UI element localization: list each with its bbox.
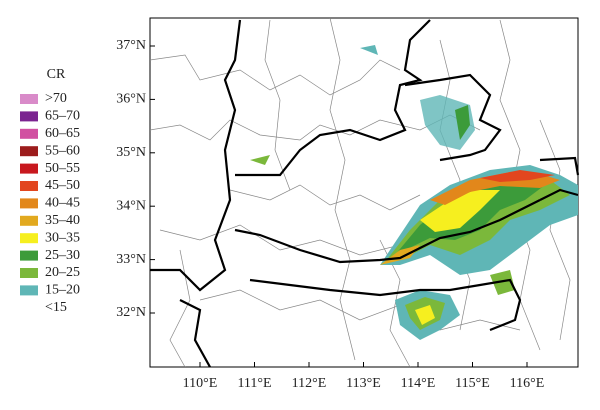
latitude-label: 33°N [116, 252, 146, 267]
legend-swatch [20, 198, 38, 209]
legend-swatch [20, 181, 38, 191]
latitude-labels: 37°N 36°N 35°N 34°N 33°N 32°N [116, 38, 155, 320]
latitude-label: 34°N [116, 198, 146, 213]
legend-label: >70 [45, 91, 67, 106]
legend-swatch [20, 215, 38, 226]
legend-swatch [20, 111, 38, 122]
legend-swatch [20, 163, 38, 174]
latitude-label: 37°N [116, 38, 146, 53]
radar-echoes [250, 45, 578, 340]
legend-label: 65–70 [45, 109, 80, 124]
longitude-label: 110°E [183, 376, 218, 391]
latitude-label: 32°N [116, 305, 146, 320]
legend-swatch [20, 268, 38, 278]
legend-label: 55–60 [45, 143, 80, 158]
legend-title: CR [47, 67, 66, 82]
longitude-label: 114°E [401, 376, 436, 391]
longitude-label: 112°E [292, 376, 327, 391]
legend-label: 20–25 [45, 265, 80, 280]
map-area [149, 17, 580, 368]
latitude-label: 36°N [116, 92, 146, 107]
longitude-labels: 110°E 111°E 112°E 113°E 114°E 115°E 116°E [183, 362, 545, 391]
legend-swatch [20, 250, 38, 261]
province-borders [150, 19, 580, 368]
legend-label: <15 [45, 300, 67, 315]
legend-swatch [20, 285, 38, 296]
legend-label: 60–65 [45, 126, 80, 141]
longitude-label: 113°E [346, 376, 381, 391]
longitude-label: 115°E [455, 376, 490, 391]
legend-swatch [20, 233, 38, 244]
legend-swatch [20, 146, 38, 157]
legend: CR >70 65–70 60–65 55–60 50–55 45–50 40–45 35–4… [20, 67, 80, 315]
legend-label: 50–55 [45, 161, 80, 176]
legend-label: 35–40 [45, 213, 80, 228]
legend-label: 25–30 [45, 248, 80, 263]
legend-swatch [20, 128, 38, 139]
legend-label: 45–50 [45, 178, 80, 193]
longitude-label: 116°E [510, 376, 545, 391]
longitude-label: 111°E [237, 376, 271, 391]
legend-label: 40–45 [45, 196, 80, 211]
latitude-label: 35°N [116, 145, 146, 160]
legend-swatch [20, 94, 38, 104]
legend-label: 15–20 [45, 283, 80, 298]
legend-label: 30–35 [45, 230, 80, 245]
